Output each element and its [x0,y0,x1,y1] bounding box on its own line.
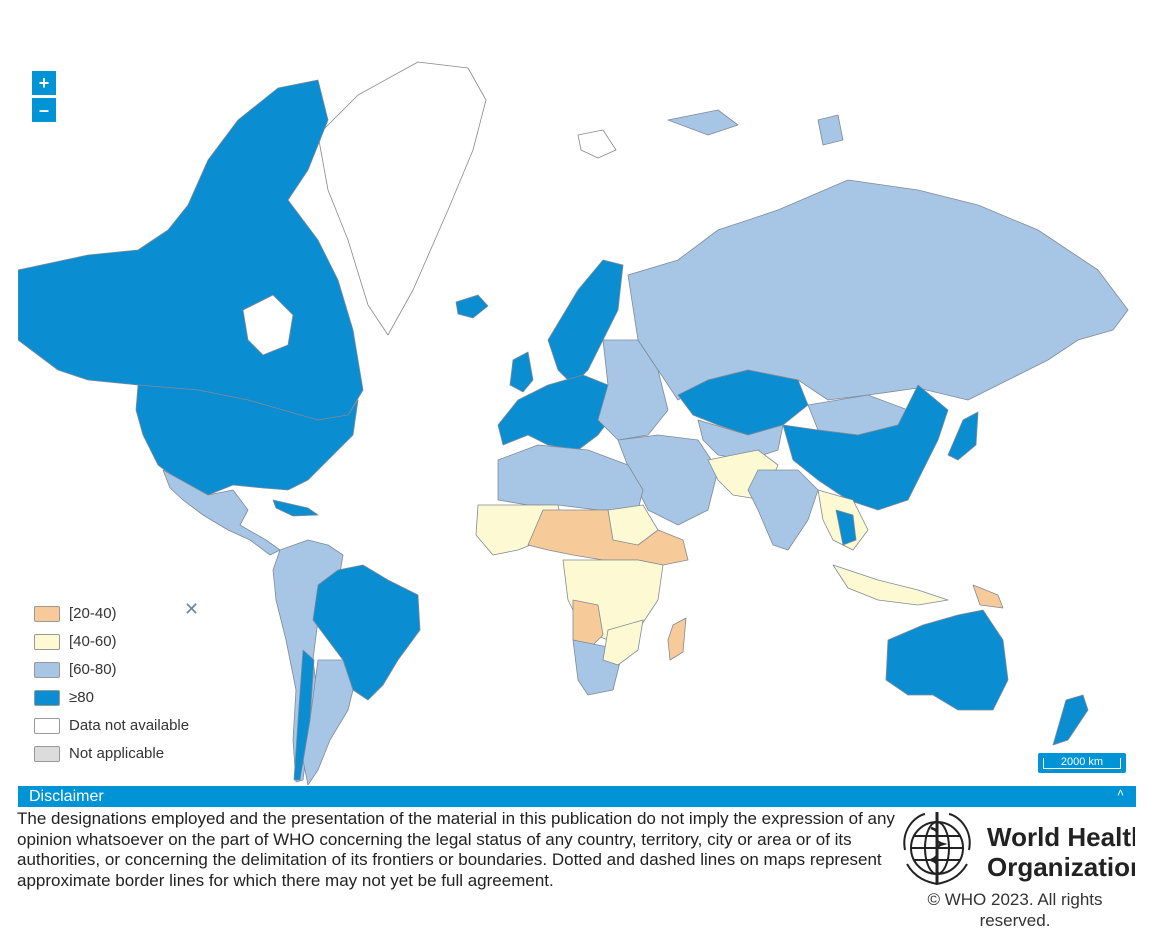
region-mozambique [602,619,644,666]
legend-label: [60-80) [69,661,117,678]
region-australia [885,609,1009,711]
region-chile [293,649,315,781]
map-canvas[interactable] [18,40,1136,785]
disclaimer-title: Disclaimer [29,788,104,805]
close-icon[interactable]: ✕ [184,599,200,620]
region-kazakhstan [677,369,809,436]
region-sudan [607,504,659,546]
collapse-icon[interactable]: ˄ [1116,786,1124,800]
legend-label: ≥80 [69,689,94,706]
scale-bar: 2000 km [1038,753,1126,773]
zoom-out-button[interactable]: – [31,97,57,123]
region-indonesia [832,564,949,606]
who-emblem-icon [903,812,971,886]
region-png [972,584,1004,609]
region-madagascar [667,617,687,661]
copyright: © WHO 2023. All rights reserved. [927,890,1103,930]
who-logo: World Health Organization [895,810,1147,886]
disclaimer-text: The designations employed and the presen… [17,809,895,890]
legend-swatch [34,746,60,762]
legend-swatch [34,662,60,678]
disclaimer-header[interactable]: Disclaimer ˄ [18,786,1136,807]
region-arctic-islands [667,109,739,136]
region-hudson-bay [242,294,294,356]
legend-swatch [34,606,60,622]
world-map[interactable] [18,40,1136,785]
region-scandinavia [547,259,624,386]
region-canada [18,79,364,421]
zoom-in-button[interactable]: + [31,70,57,96]
region-argentina [302,659,354,785]
legend-swatch [34,634,60,650]
region-angola [572,599,604,646]
legend-swatch [34,690,60,706]
legend-label: [20-40) [69,605,117,622]
scale-bar-ruler [1043,758,1121,769]
region-russia [627,179,1129,401]
region-usa [135,384,359,496]
legend-label: Not applicable [69,745,165,762]
region-svalbard [577,129,617,159]
region-caribbean [272,499,319,517]
region-new-siberia [817,114,844,146]
region-uk [509,351,534,393]
legend-swatch [34,718,60,734]
region-india [747,469,819,551]
region-brazil [312,564,421,701]
region-thailand [835,509,857,546]
region-north-africa [497,444,644,511]
region-mexico [162,469,281,556]
region-greenland [317,61,487,336]
who-logo-line1: World Health [987,822,1135,852]
region-iceland [455,294,489,319]
region-new-zealand [1052,694,1089,746]
who-logo-line2: Organization [987,852,1135,882]
legend-label: [40-60) [69,633,117,650]
region-japan [947,411,979,461]
scale-bar-label: 2000 km [1060,756,1104,768]
region-china [782,384,949,511]
legend-label: Data not available [69,717,190,734]
region-western-europe [497,374,614,451]
